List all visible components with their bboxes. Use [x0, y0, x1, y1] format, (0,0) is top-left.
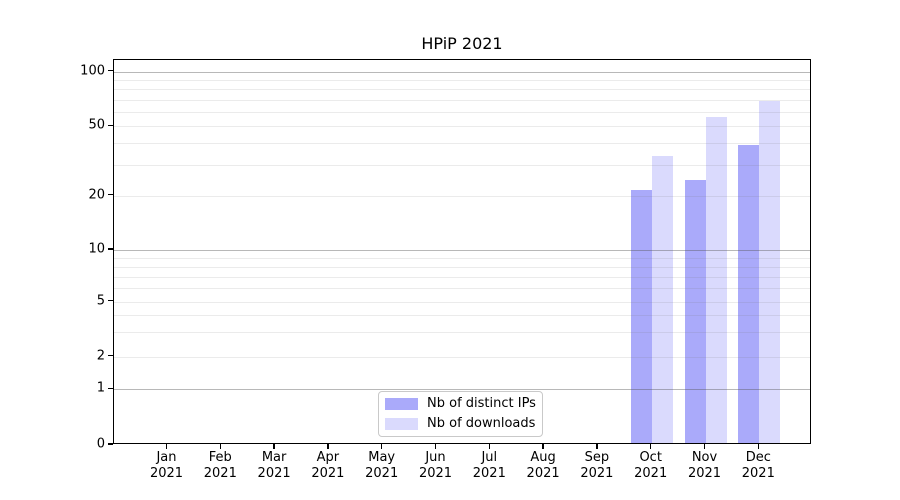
x-tick-mark-dec	[757, 444, 759, 449]
y-tick-mark-5	[108, 300, 113, 302]
y-tick-label-50: 50	[88, 117, 105, 133]
x-tick-mark-may	[381, 444, 383, 449]
gridline-minor-3	[114, 332, 810, 334]
y-tick-mark-50	[108, 124, 113, 126]
x-tick-mark-apr	[327, 444, 329, 449]
x-tick-mark-feb	[219, 444, 221, 449]
y-tick-mark-100	[108, 69, 113, 72]
x-tick-mark-jan	[165, 444, 168, 449]
x-tick-label-may: May 2021	[365, 450, 399, 481]
y-tick-label-2: 2	[96, 348, 105, 363]
x-tick-label-aug: Aug 2021	[526, 450, 560, 481]
y-tick-label-10: 10	[88, 241, 105, 257]
x-tick-label-nov: Nov 2021	[687, 450, 722, 481]
gridline-minor-4	[114, 315, 810, 317]
gridline-minor-9	[114, 257, 810, 259]
bar-nb-of-distinct-ips-nov	[684, 179, 706, 443]
y-tick-mark-20	[108, 193, 113, 196]
y-tick-mark-2	[108, 354, 113, 357]
legend-label-distinct-ips: Nb of distinct IPs	[427, 396, 536, 411]
gridline-minor-70	[114, 99, 810, 101]
y-tick-mark-1	[108, 387, 113, 389]
x-tick-label-jul: Jul 2021	[472, 450, 506, 481]
x-tick-mark-jun	[434, 444, 437, 449]
x-tick-mark-mar	[273, 444, 275, 449]
y-tick-mark-0	[108, 443, 113, 445]
gridline-minor-40	[114, 143, 810, 145]
x-tick-mark-sep	[596, 444, 598, 449]
gridline-minor-6	[114, 288, 810, 290]
gridline-minor-8	[114, 266, 810, 268]
x-tick-label-jan: Jan 2021	[149, 450, 184, 481]
gridline-major-10	[114, 250, 810, 251]
gridline-minor-60	[114, 111, 810, 113]
x-tick-label-apr: Apr 2021	[311, 450, 345, 481]
y-tick-label-1: 1	[96, 380, 105, 396]
gridline-minor-50	[114, 126, 810, 128]
gridline-minor-2	[114, 356, 810, 358]
gridline-minor-7	[114, 276, 810, 278]
x-tick-label-dec: Dec 2021	[741, 450, 775, 481]
gridline-major-1	[114, 389, 810, 391]
gridline-minor-80	[114, 89, 810, 91]
gridline-minor-5	[114, 301, 810, 303]
y-tick-label-0: 0	[96, 436, 105, 452]
x-tick-mark-jul	[488, 444, 490, 449]
legend-item-distinct-ips: Nb of distinct IPs	[385, 395, 542, 413]
y-tick-label-100: 100	[80, 63, 105, 78]
x-tick-label-sep: Sep 2021	[580, 450, 614, 481]
legend-label-downloads: Nb of downloads	[427, 416, 536, 431]
gridline-major-100	[114, 71, 810, 73]
bar-nb-of-downloads-nov	[705, 116, 727, 443]
legend-swatch-downloads	[385, 418, 418, 430]
y-tick-mark-10	[108, 248, 113, 250]
x-tick-mark-aug	[542, 444, 544, 449]
legend-swatch-distinct-ips	[385, 398, 418, 410]
gridline-minor-20	[114, 195, 810, 197]
bar-nb-of-distinct-ips-oct	[630, 189, 652, 443]
x-tick-mark-nov	[703, 444, 706, 449]
bar-nb-of-downloads-dec	[759, 101, 781, 443]
legend: Nb of distinct IPs Nb of downloads	[378, 391, 543, 437]
x-tick-mark-oct	[650, 444, 652, 449]
x-tick-label-oct: Oct 2021	[634, 450, 668, 481]
x-tick-label-feb: Feb 2021	[203, 450, 237, 481]
y-tick-label-20: 20	[88, 187, 105, 202]
gridline-minor-30	[114, 164, 810, 166]
bar-nb-of-distinct-ips-dec	[738, 145, 760, 443]
bar-nb-of-downloads-oct	[651, 155, 673, 443]
chart-title: HPiP 2021	[421, 34, 503, 53]
legend-item-downloads: Nb of downloads	[385, 415, 542, 433]
gridline-minor-90	[114, 79, 810, 81]
x-tick-label-jun: Jun 2021	[418, 450, 453, 481]
y-tick-label-5: 5	[96, 293, 105, 309]
plot-area	[113, 59, 811, 444]
x-tick-label-mar: Mar 2021	[257, 450, 291, 481]
